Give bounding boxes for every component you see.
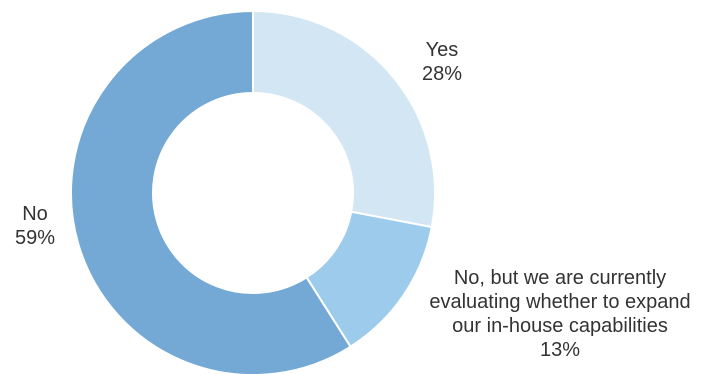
slice-label-evaluating: No, but we are currently evaluating whet…: [400, 266, 720, 362]
slice-label-yes: Yes 28%: [393, 38, 491, 86]
slice-label-yes-name: Yes: [425, 39, 459, 61]
slice-label-no: No 59%: [0, 202, 70, 250]
slice-yes: [252, 9, 436, 229]
slice-label-evaluating-line-2: evaluating whether to expand: [429, 291, 691, 313]
slices-group: [70, 9, 436, 374]
slice-label-evaluating-line-1: No, but we are currently: [453, 267, 667, 289]
slice-label-evaluating-line-3: our in-house capabilities: [452, 315, 668, 337]
slice-label-no-name: No: [22, 203, 48, 225]
slice-no: [70, 9, 352, 374]
slice-label-no-value: 59%: [14, 227, 56, 249]
slice-label-evaluating-value: 13%: [539, 339, 581, 361]
slice-label-yes-value: 28%: [421, 63, 463, 85]
